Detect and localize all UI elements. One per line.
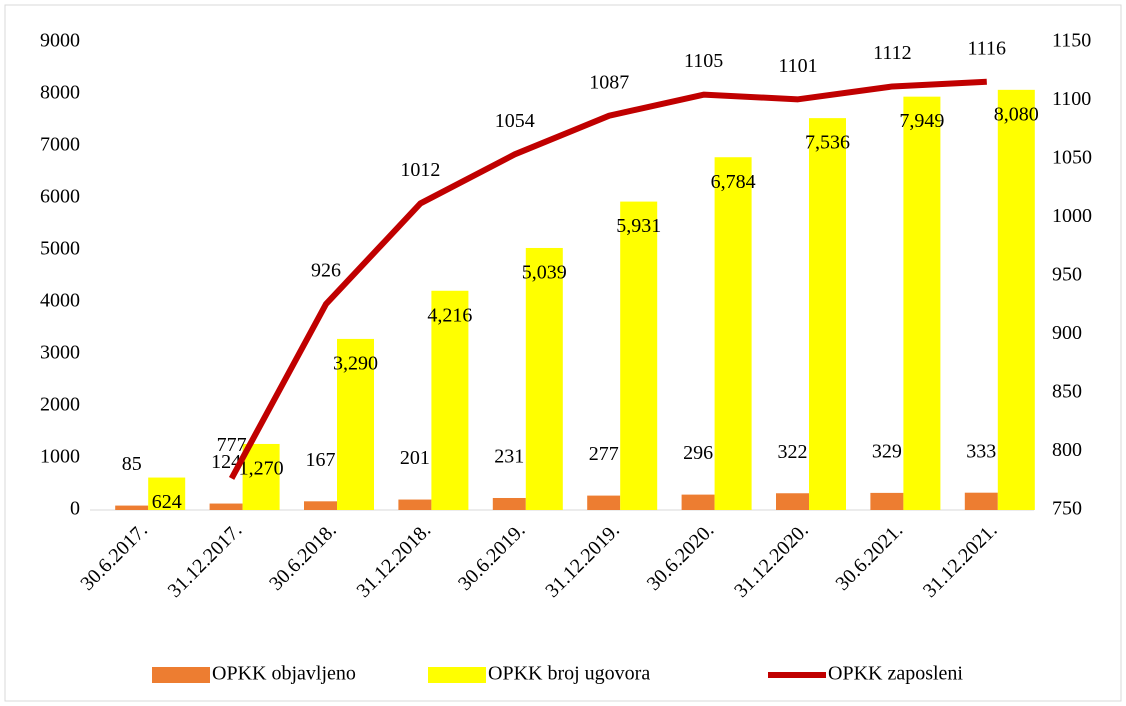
data-label: 3,290 [333,353,378,375]
y-tick-label: 2000 [40,394,80,416]
bar [209,503,243,510]
data-label: 231 [494,446,524,468]
bar [492,497,526,510]
data-label: 124 [211,451,241,473]
chart-border [4,4,1122,702]
data-label: 322 [778,441,808,463]
data-label: 1101 [778,55,817,77]
y-tick-label: 7000 [40,134,80,156]
bar [587,495,621,510]
data-label: 6,784 [711,171,756,193]
y-tick-label: 1000 [40,446,80,468]
y2-tick-label: 800 [1052,439,1082,461]
data-label: 1112 [873,42,912,64]
y2-tick-label: 950 [1052,264,1082,286]
y-tick-label: 5000 [40,238,80,260]
data-label: 277 [589,443,619,465]
bar [964,492,998,510]
bar [997,89,1035,510]
data-label: 624 [152,491,182,513]
y-tick-label: 6000 [40,186,80,208]
bar [304,501,337,510]
legend-label: OPKK objavljeno [212,663,356,685]
data-label: 1054 [495,110,535,132]
bar [809,118,846,511]
data-label: 777 [217,434,247,456]
bar [903,96,941,510]
legend-label: OPKK zaposleni [828,663,963,685]
data-label: 5,931 [616,215,661,237]
bar [115,505,149,510]
bar [148,477,186,510]
bar [681,494,715,510]
data-label: 1116 [968,37,1007,59]
data-label: 329 [872,440,902,462]
y2-tick-label: 1050 [1052,147,1092,169]
y2-tick-label: 850 [1052,381,1082,403]
data-label: 926 [311,260,341,282]
y-tick-label: 0 [70,498,80,520]
bar [431,290,469,510]
bar [337,338,374,510]
y2-tick-label: 1150 [1052,30,1091,52]
bar [870,492,904,510]
y-tick-label: 9000 [40,30,80,52]
data-label: 7,949 [899,110,944,132]
bar [525,247,563,511]
data-label: 7,536 [805,132,850,154]
y2-tick-label: 900 [1052,322,1082,344]
data-label: 1,270 [239,458,284,480]
bar [714,157,752,510]
data-label: 5,039 [522,262,567,284]
legend-swatch [152,667,210,683]
y-tick-label: 8000 [40,82,80,104]
bar [398,499,432,510]
data-label: 1012 [400,159,440,181]
legend-label: OPKK broj ugovora [488,663,650,685]
data-label: 85 [122,453,142,475]
y-tick-label: 3000 [40,342,80,364]
data-label: 201 [400,447,430,469]
bar [776,493,809,510]
data-label: 167 [306,449,336,471]
data-label: 296 [683,442,713,464]
data-label: 1105 [684,50,723,72]
data-label: 4,216 [427,304,472,326]
y2-tick-label: 1100 [1052,88,1091,110]
data-label: 8,080 [994,103,1039,125]
bar [242,443,280,510]
y2-tick-label: 750 [1052,498,1082,520]
data-label: 1087 [589,71,629,93]
y-tick-label: 4000 [40,290,80,312]
line [228,78,987,480]
bar [620,201,658,510]
data-label: 333 [966,440,996,462]
legend-swatch [428,667,486,683]
y2-tick-label: 1000 [1052,205,1092,227]
